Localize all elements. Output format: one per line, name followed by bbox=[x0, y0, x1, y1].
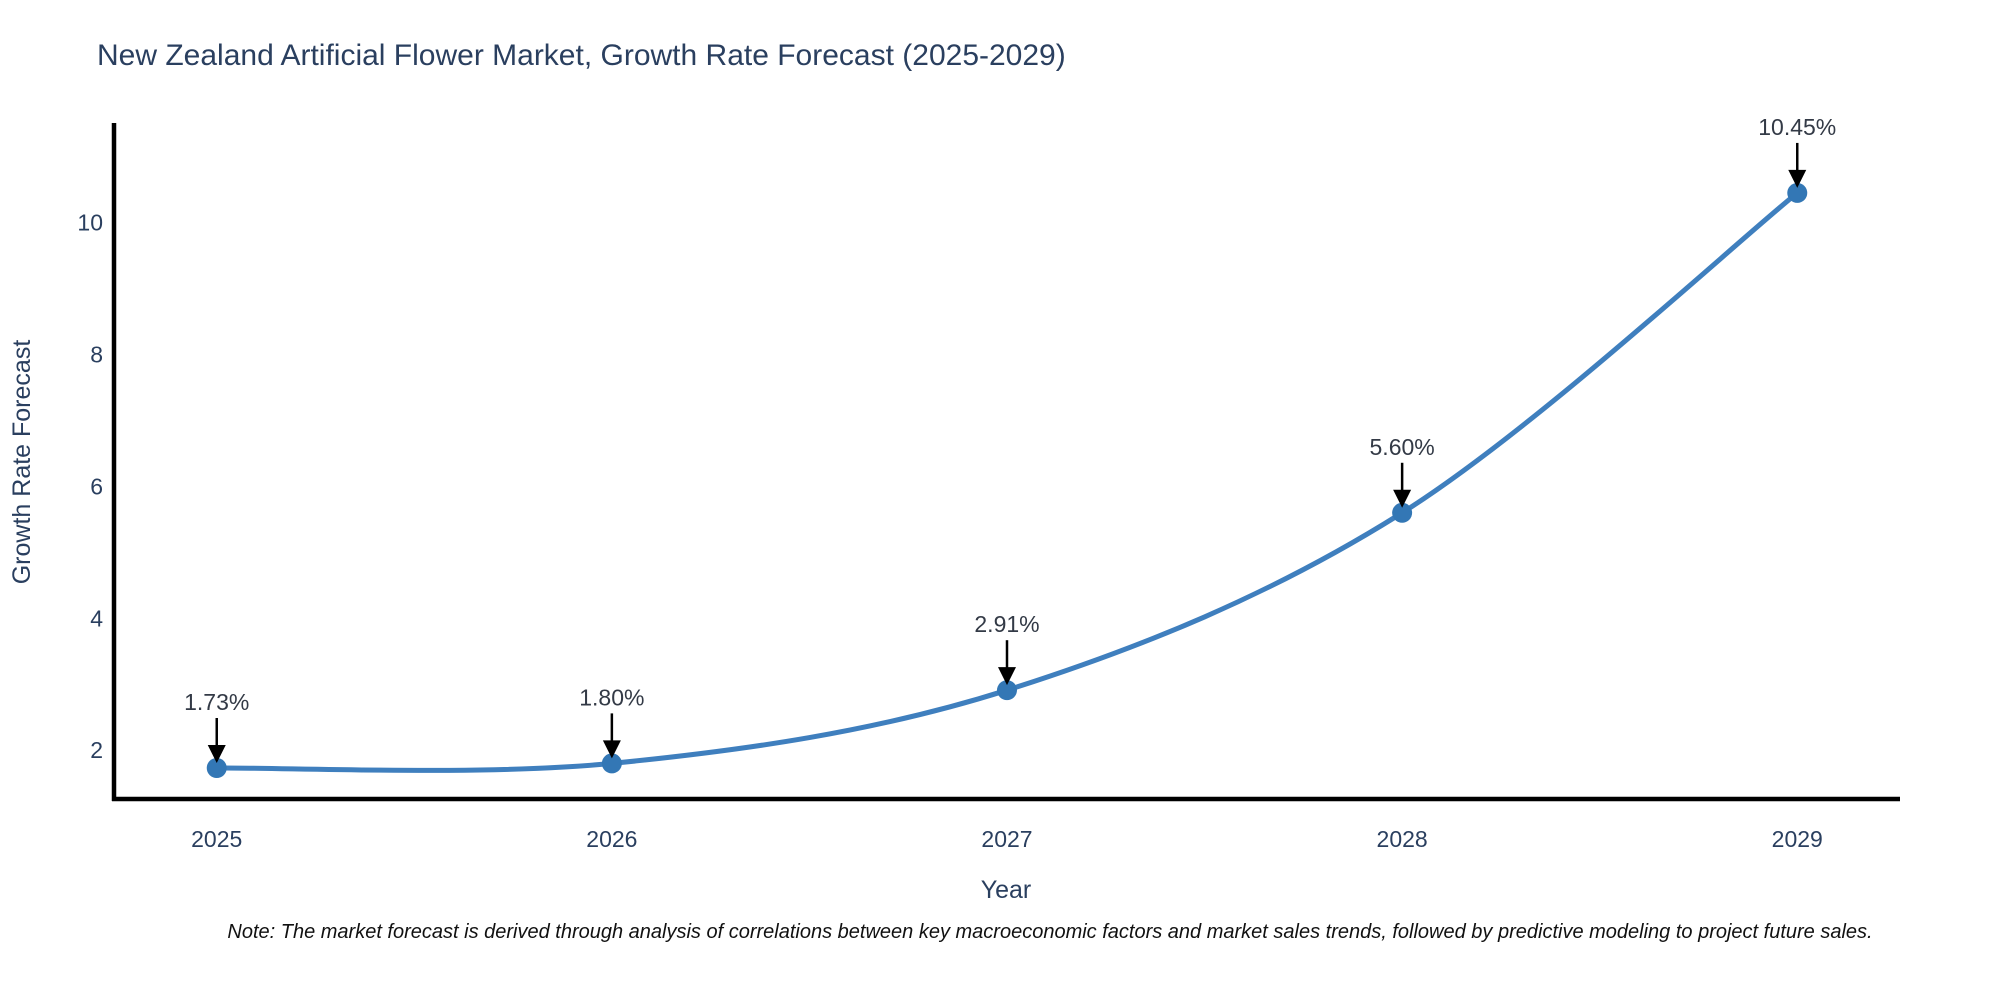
annotation-arrowhead bbox=[1788, 169, 1807, 188]
point-value-label: 2.91% bbox=[974, 611, 1039, 637]
point-value-label: 1.80% bbox=[579, 684, 644, 710]
plot-area: 2 4 6 8 10 2025 2026 2027 2028 2029 1.73% 1.80% 2.91… bbox=[77, 114, 1836, 852]
series-line bbox=[214, 190, 1800, 773]
point-value-label: 5.60% bbox=[1370, 434, 1435, 460]
y-tick-label: 4 bbox=[90, 605, 103, 631]
y-tick-label: 8 bbox=[90, 342, 103, 368]
annotation-arrowhead bbox=[998, 667, 1016, 686]
point-value-label: 10.45% bbox=[1758, 114, 1836, 140]
x-tick-label: 2026 bbox=[586, 826, 637, 852]
point-value-label: 1.73% bbox=[184, 689, 249, 715]
data-point-marker bbox=[1787, 182, 1808, 203]
y-tick-label: 10 bbox=[77, 210, 103, 236]
annotation-arrowhead bbox=[1393, 489, 1412, 508]
x-axis-title: Year bbox=[981, 876, 1032, 904]
y-tick-label: 6 bbox=[90, 473, 103, 499]
x-tick-label: 2027 bbox=[981, 826, 1032, 852]
y-axis-title: Growth Rate Forecast bbox=[8, 340, 36, 585]
data-point-marker bbox=[206, 758, 227, 779]
annotation-arrowhead bbox=[207, 745, 226, 764]
x-tick-label: 2025 bbox=[191, 826, 242, 852]
chart-title: New Zealand Artificial Flower Market, Gr… bbox=[97, 39, 1066, 72]
data-point-marker bbox=[997, 680, 1017, 701]
data-point-marker bbox=[601, 753, 622, 774]
annotation-arrowhead bbox=[602, 740, 621, 759]
x-tick-label: 2029 bbox=[1772, 826, 1823, 852]
x-tick-label: 2028 bbox=[1377, 826, 1428, 852]
data-point-marker bbox=[1392, 502, 1413, 523]
chart-note: Note: The market forecast is derived thr… bbox=[227, 921, 1872, 943]
y-tick-label: 2 bbox=[90, 737, 103, 763]
